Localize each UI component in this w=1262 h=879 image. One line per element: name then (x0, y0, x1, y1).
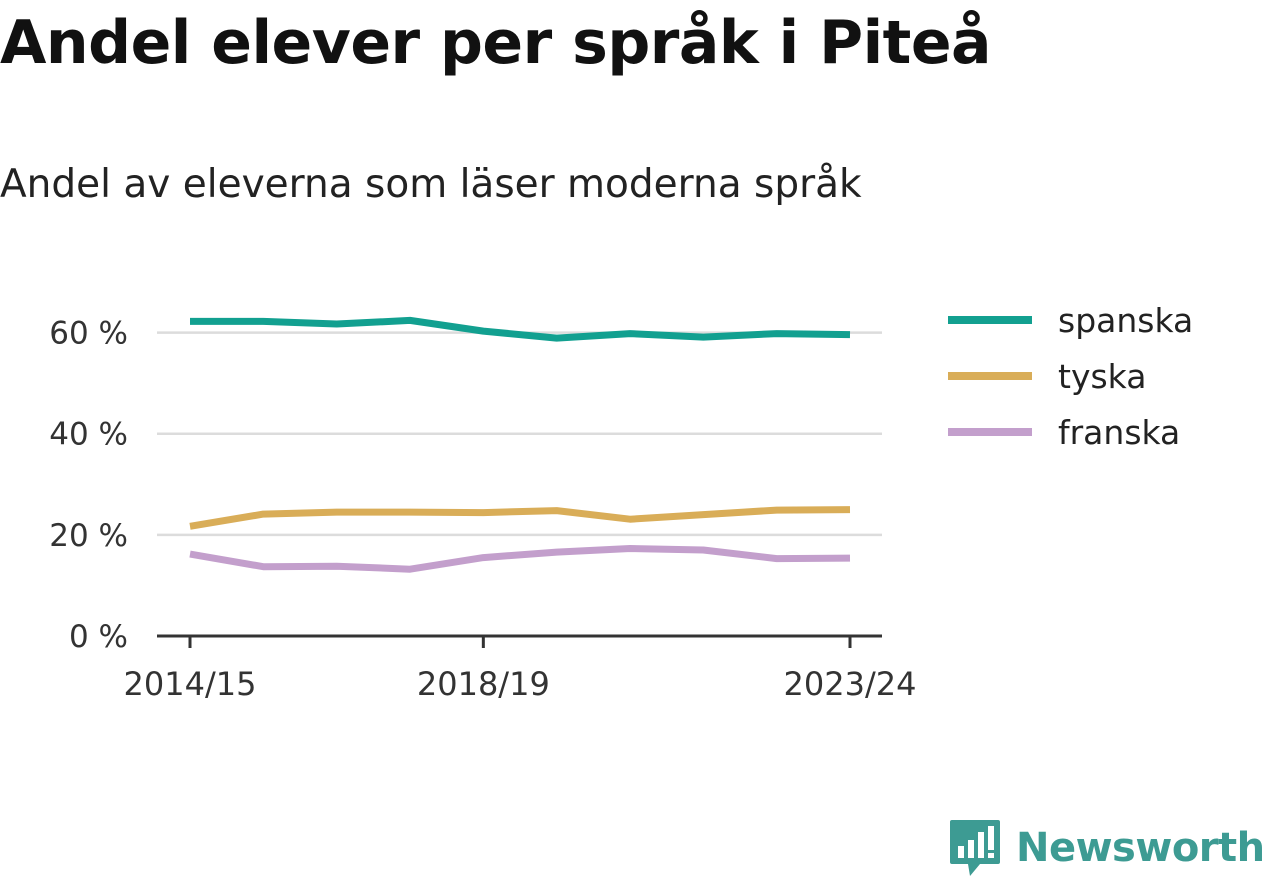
x-tick-label: 2014/15 (124, 665, 257, 703)
x-axis-ticks: 2014/15 2018/19 2023/24 (124, 636, 917, 703)
y-tick-label: 20 % (49, 518, 128, 554)
y-axis-ticks: 0 % 20 % 40 % 60 % (49, 316, 128, 655)
x-tick-label: 2018/19 (417, 665, 550, 703)
legend: spanska tyska franska (948, 301, 1193, 452)
y-tick-label: 60 % (49, 316, 128, 352)
series-lines (189, 316, 851, 573)
legend-label-spanska: spanska (1058, 301, 1193, 340)
chart-title: Andel elever per språk i Piteå (0, 8, 992, 78)
gridlines (157, 331, 882, 537)
brand-name: Newsworthy (1016, 825, 1262, 871)
y-tick-label: 40 % (49, 417, 128, 453)
y-tick-label: 0 % (69, 619, 128, 655)
series-line-franska (189, 545, 851, 573)
x-tick-label: 2023/24 (784, 665, 917, 703)
chart-subtitle: Andel av eleverna som läser moderna språ… (0, 162, 862, 207)
legend-label-franska: franska (1058, 413, 1180, 452)
chart-bubble-icon (950, 820, 1000, 876)
series-line-spanska (190, 316, 851, 342)
newsworthy-logo: Newsworthy (948, 818, 1262, 878)
series-line-tyska (189, 506, 851, 530)
legend-label-tyska: tyska (1058, 357, 1146, 396)
